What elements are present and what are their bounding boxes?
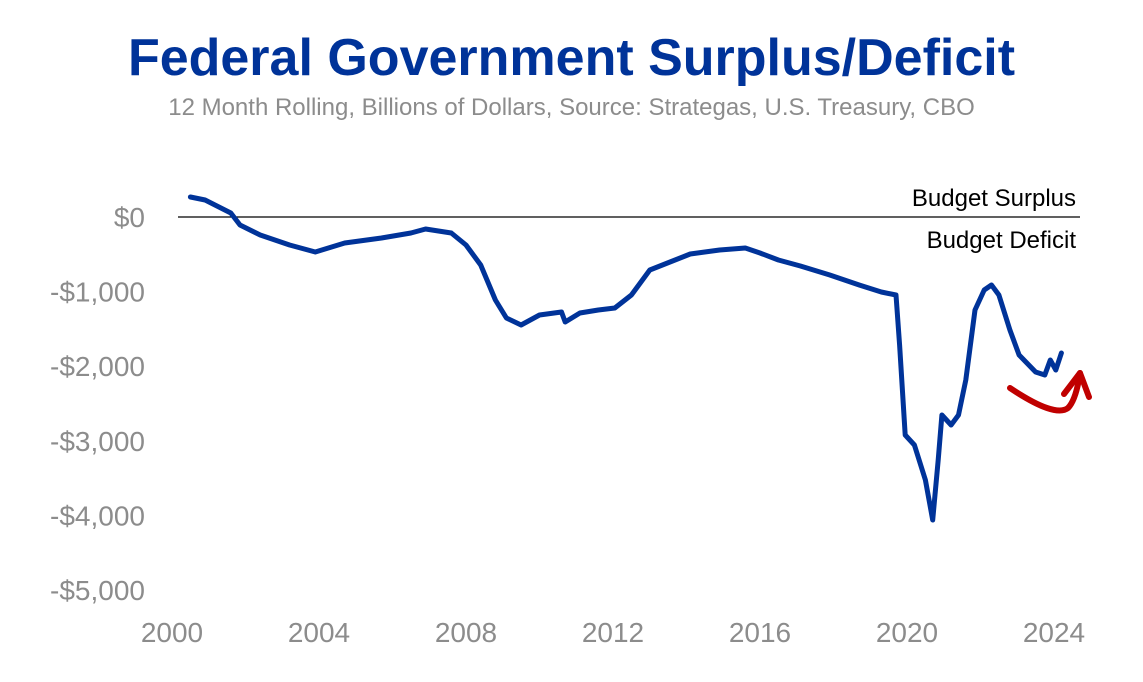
- series-line: [187, 194, 1064, 523]
- y-tick-label: $0: [114, 202, 145, 233]
- y-tick-label: -$1,000: [50, 277, 145, 308]
- chart-title: Federal Government Surplus/Deficit: [127, 29, 1016, 87]
- x-tick-label: 2008: [435, 617, 497, 648]
- x-tick-label: 2000: [141, 617, 203, 648]
- x-tick-label: 2016: [729, 617, 791, 648]
- trend-arrow-icon: [1007, 370, 1092, 414]
- x-tick-label: 2020: [876, 617, 938, 648]
- y-tick-label: -$4,000: [50, 500, 145, 531]
- annotation-deficit: Budget Deficit: [927, 227, 1077, 254]
- chart-subtitle: 12 Month Rolling, Billions of Dollars, S…: [168, 94, 975, 121]
- y-tick-label: -$3,000: [50, 426, 145, 457]
- x-tick-label: 2004: [288, 617, 350, 648]
- y-tick-label: -$2,000: [50, 351, 145, 382]
- x-tick-label: 2024: [1023, 617, 1085, 648]
- annotation-surplus: Budget Surplus: [912, 185, 1076, 212]
- x-tick-label: 2012: [582, 617, 644, 648]
- y-tick-label: -$5,000: [50, 575, 145, 606]
